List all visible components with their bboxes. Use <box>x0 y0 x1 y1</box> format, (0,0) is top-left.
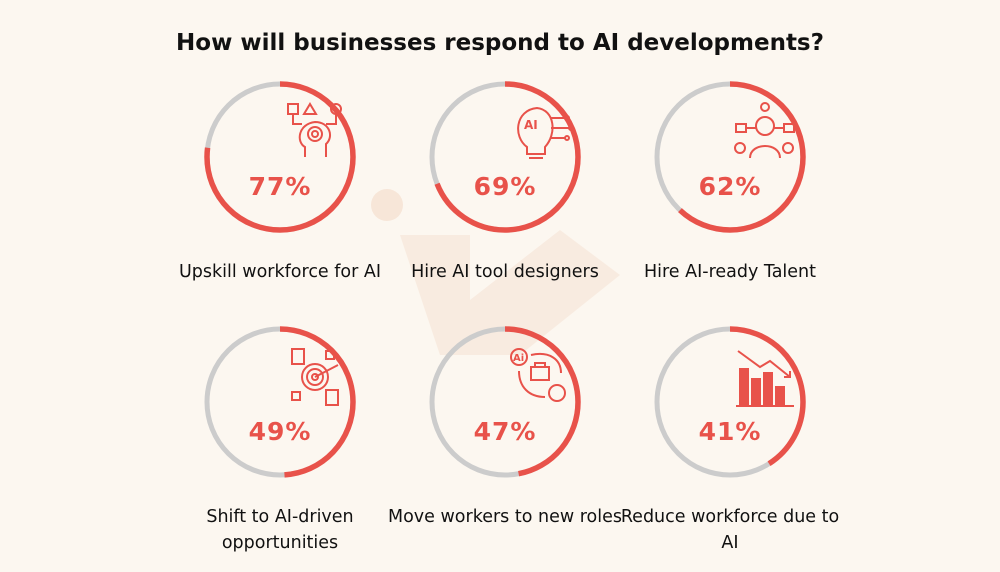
target-documents-icon <box>245 347 339 407</box>
svg-text:AI: AI <box>524 118 538 132</box>
item-label: Shift to AI-driven opportunities <box>206 507 354 553</box>
declining-bar-chart-icon <box>695 347 794 407</box>
ring-progress <box>429 326 581 478</box>
ai-briefcase-transfer-icon: Ai <box>470 347 566 407</box>
item-label: Reduce workforce due to AI <box>620 507 840 553</box>
progress-ring <box>204 81 356 233</box>
progress-ring <box>654 81 806 233</box>
progress-ring <box>204 326 356 478</box>
percentage-value: 49% <box>248 417 312 446</box>
percentage-value: 69% <box>473 172 537 201</box>
ring-progress <box>654 81 806 233</box>
svg-text:Ai: Ai <box>513 353 524 364</box>
ring-progress <box>204 326 356 478</box>
item-label: Upskill workforce for AI <box>178 262 382 282</box>
head-gear-shapes-icon <box>245 102 342 162</box>
item-label: Move workers to new roles <box>388 507 622 527</box>
ai-lightbulb-icon: AI <box>470 102 574 162</box>
item-label: Hire AI-ready Talent <box>643 262 817 282</box>
progress-ring <box>654 326 806 478</box>
progress-ring <box>429 81 581 233</box>
ring-progress <box>429 81 581 233</box>
percentage-value: 41% <box>698 417 762 446</box>
percentage-value: 47% <box>473 417 537 446</box>
progress-ring <box>429 326 581 478</box>
percentage-value: 77% <box>248 172 312 201</box>
item-label: Hire AI tool designers <box>411 262 599 282</box>
ring-progress <box>654 326 806 478</box>
chart-title: How will businesses respond to AI develo… <box>176 30 824 56</box>
percentage-value: 62% <box>698 172 762 201</box>
person-network-icon <box>695 102 795 162</box>
ring-progress <box>204 81 356 233</box>
